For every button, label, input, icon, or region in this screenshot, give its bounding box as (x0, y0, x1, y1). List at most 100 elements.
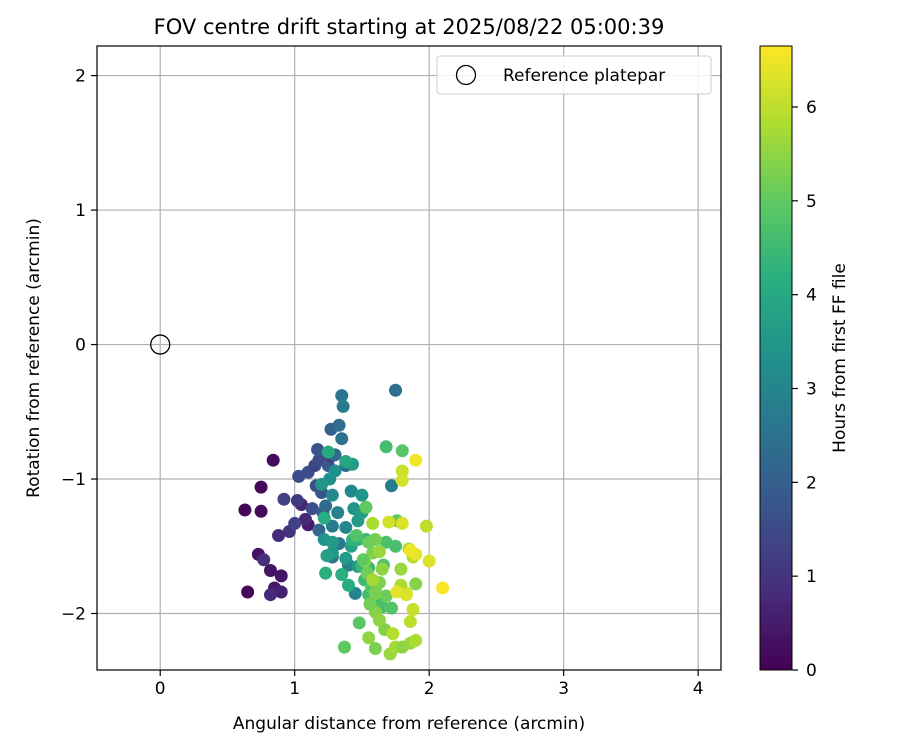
legend-label: Reference platepar (503, 66, 665, 86)
y-tick-label: −1 (61, 470, 86, 490)
colorbar-ticks: 0 1 2 3 4 5 6 (792, 98, 817, 681)
data-point (341, 578, 355, 592)
y-axis-label: Rotation from reference (arcmin) (24, 218, 44, 498)
data-point (325, 488, 339, 502)
data-point (419, 519, 433, 533)
data-point (366, 573, 380, 587)
data-point (359, 500, 373, 514)
colorbar-tick-label: 4 (806, 286, 817, 306)
data-point (382, 515, 396, 529)
data-point (436, 581, 450, 595)
data-point (368, 586, 382, 600)
legend-marker-icon (455, 64, 477, 86)
colorbar-tick-label: 0 (806, 661, 817, 681)
data-point (379, 589, 393, 603)
data-point (395, 516, 409, 530)
data-point (403, 543, 417, 557)
data-point (339, 551, 353, 565)
data-point (320, 549, 334, 563)
data-point (385, 601, 399, 615)
data-point (315, 477, 329, 491)
data-point (328, 464, 342, 478)
colorbar-tick-label: 6 (806, 98, 817, 118)
data-point (311, 442, 325, 456)
scatter-points (238, 383, 450, 661)
data-point (386, 627, 400, 641)
colorbar: 0 1 2 3 4 5 6 Hours from first FF file (759, 45, 850, 681)
data-point (339, 455, 353, 469)
data-point (331, 506, 345, 520)
x-tick-label: 1 (289, 679, 300, 699)
data-point (350, 529, 364, 543)
data-point (399, 588, 413, 602)
data-point (368, 533, 382, 547)
colorbar-tick-label: 1 (806, 567, 817, 587)
data-point (395, 444, 409, 458)
data-point (263, 588, 277, 602)
data-point (389, 383, 403, 397)
data-point (254, 504, 268, 518)
colorbar-gradient (759, 45, 793, 671)
y-tick-label: 1 (75, 201, 86, 221)
data-point (336, 399, 350, 413)
data-point (312, 523, 326, 537)
colorbar-label: Hours from first FF file (830, 263, 850, 453)
data-point (335, 432, 349, 446)
data-point (406, 602, 420, 616)
data-point (375, 562, 389, 576)
legend-box (436, 55, 712, 95)
data-point (257, 553, 271, 567)
data-point (363, 597, 377, 611)
x-tick-label: 3 (558, 679, 569, 699)
colorbar-tick-label: 3 (806, 379, 817, 399)
data-point (394, 562, 408, 576)
data-point (352, 616, 366, 630)
data-point (344, 484, 358, 498)
x-tick-label: 0 (155, 679, 166, 699)
data-point (332, 418, 346, 432)
y-tick-label: 0 (75, 336, 86, 356)
grid-lines (97, 46, 721, 670)
colorbar-tick-label: 5 (806, 192, 817, 212)
data-point (325, 519, 339, 533)
data-point (325, 535, 339, 549)
chart-title: FOV centre drift starting at 2025/08/22 … (154, 15, 665, 39)
y-axis-ticks: −2 −1 0 1 2 (61, 67, 97, 625)
data-point (379, 440, 393, 454)
data-point (263, 563, 277, 577)
colorbar-tick-label: 2 (806, 473, 817, 493)
y-tick-label: 2 (75, 67, 86, 87)
data-point (321, 445, 335, 459)
data-point (422, 554, 436, 568)
data-point (335, 389, 349, 403)
data-point (241, 585, 255, 599)
data-point (290, 494, 304, 508)
data-point (395, 473, 409, 487)
data-point (319, 566, 333, 580)
data-point (277, 492, 291, 506)
data-point (274, 585, 288, 599)
data-point (298, 512, 312, 526)
x-axis-ticks: 0 1 2 3 4 (155, 670, 704, 699)
data-point (409, 453, 423, 467)
reference-platepar-marker (150, 334, 171, 355)
data-point (385, 479, 399, 493)
data-point (395, 464, 409, 478)
data-point (305, 502, 319, 516)
data-point (339, 520, 353, 534)
data-point (272, 529, 286, 543)
data-point (274, 569, 288, 583)
data-point (366, 516, 380, 530)
legend: Reference platepar (436, 55, 712, 95)
data-point (403, 615, 417, 629)
data-point (288, 516, 302, 530)
y-tick-label: −2 (61, 605, 86, 625)
data-point (254, 480, 268, 494)
data-point (372, 613, 386, 627)
data-point (238, 503, 252, 517)
data-point (266, 453, 280, 467)
data-point (368, 641, 382, 655)
data-point (319, 499, 333, 513)
data-point (356, 553, 370, 567)
